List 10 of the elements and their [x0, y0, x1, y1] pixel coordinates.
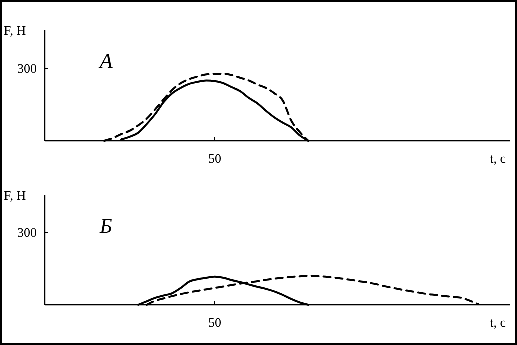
- text: 50: [208, 315, 222, 330]
- y-axis-title: F, Н: [4, 188, 26, 203]
- y-axis-title: F, Н: [4, 23, 26, 38]
- text: 50: [208, 151, 222, 166]
- text: 300: [18, 61, 37, 76]
- text: 300: [18, 225, 37, 240]
- chart-title: Б: [99, 214, 112, 238]
- x-axis-title: t, с: [490, 315, 506, 330]
- x-axis-title: t, с: [490, 151, 506, 166]
- chart-title: А: [98, 49, 113, 73]
